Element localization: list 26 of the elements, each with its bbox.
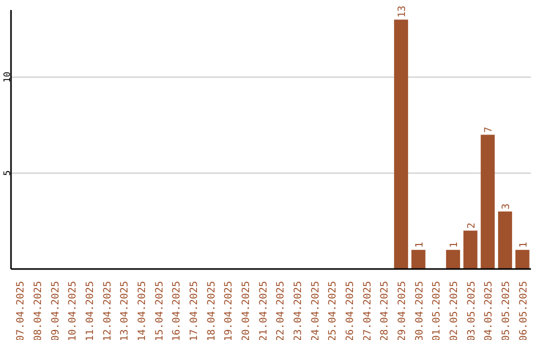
x-tick-label: 19.04.2025 — [224, 281, 235, 340]
x-tick-label: 18.04.2025 — [206, 281, 218, 340]
x-tick-label: 13.04.2025 — [120, 281, 131, 340]
data-label: 3 — [501, 203, 512, 210]
x-tick-label: 14.04.2025 — [137, 281, 148, 340]
x-tick-label: 12.04.2025 — [102, 281, 114, 340]
bar — [411, 250, 426, 269]
x-tick-label: 16.04.2025 — [172, 281, 183, 340]
bar — [480, 134, 495, 269]
bar — [394, 20, 408, 269]
x-tick-label: 15.04.2025 — [154, 281, 166, 340]
x-tick-label: 11.04.2025 — [85, 281, 96, 340]
x-tick-label: 17.04.2025 — [189, 281, 200, 340]
y-tick-label: 5 — [3, 170, 13, 176]
y-tick-label: 10 — [3, 72, 13, 83]
data-label: 2 — [466, 222, 478, 229]
bar — [515, 250, 530, 269]
bar — [463, 230, 478, 269]
bar — [446, 250, 460, 269]
data-label: 13 — [397, 6, 408, 18]
data-label: 1 — [449, 242, 460, 248]
data-label: 7 — [484, 126, 495, 133]
x-tick-label: 10.04.2025 — [68, 281, 79, 340]
data-label: 1 — [518, 242, 530, 248]
bar — [498, 211, 512, 269]
data-label: 1 — [414, 242, 426, 248]
